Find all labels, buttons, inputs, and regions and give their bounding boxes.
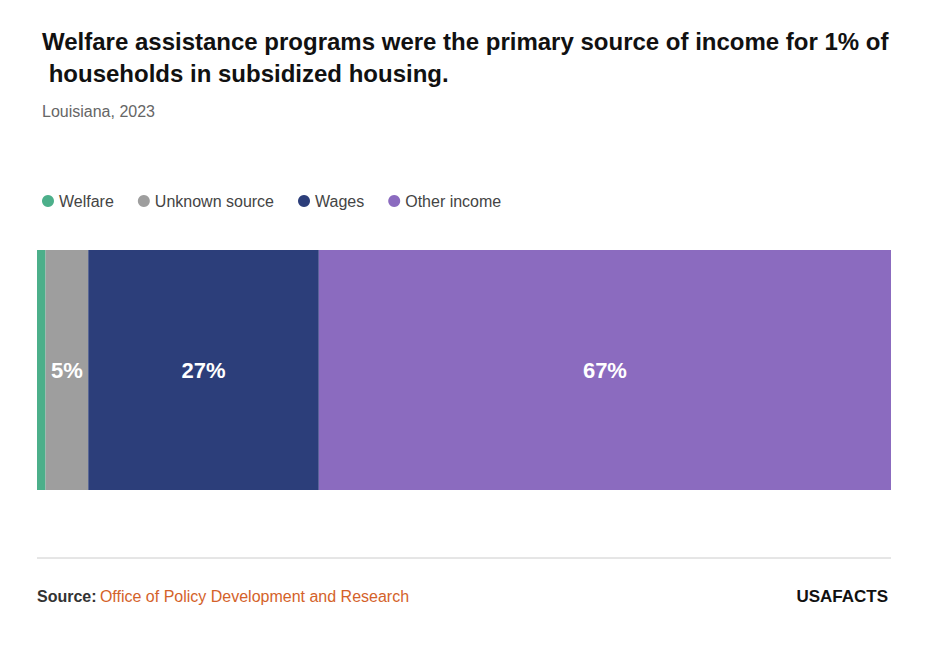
svg-text:Wages: Wages: [315, 193, 364, 210]
svg-text:27%: 27%: [182, 358, 226, 383]
svg-text:USAFACTS: USAFACTS: [796, 587, 888, 606]
svg-text:Louisiana, 2023: Louisiana, 2023: [42, 103, 155, 120]
svg-text:Unknown source: Unknown source: [155, 193, 274, 210]
svg-text:households in subsidized housi: households in subsidized housing.: [42, 60, 449, 87]
svg-text:Other income: Other income: [405, 193, 501, 210]
svg-text:Welfare assistance programs we: Welfare assistance programs were the pri…: [42, 28, 890, 55]
svg-text:Source:: Source:: [37, 588, 97, 605]
svg-text:5%: 5%: [51, 358, 83, 383]
svg-text:Office of Policy Development a: Office of Policy Development and Researc…: [100, 588, 409, 605]
svg-text:67%: 67%: [583, 358, 627, 383]
svg-text:Welfare: Welfare: [59, 193, 114, 210]
